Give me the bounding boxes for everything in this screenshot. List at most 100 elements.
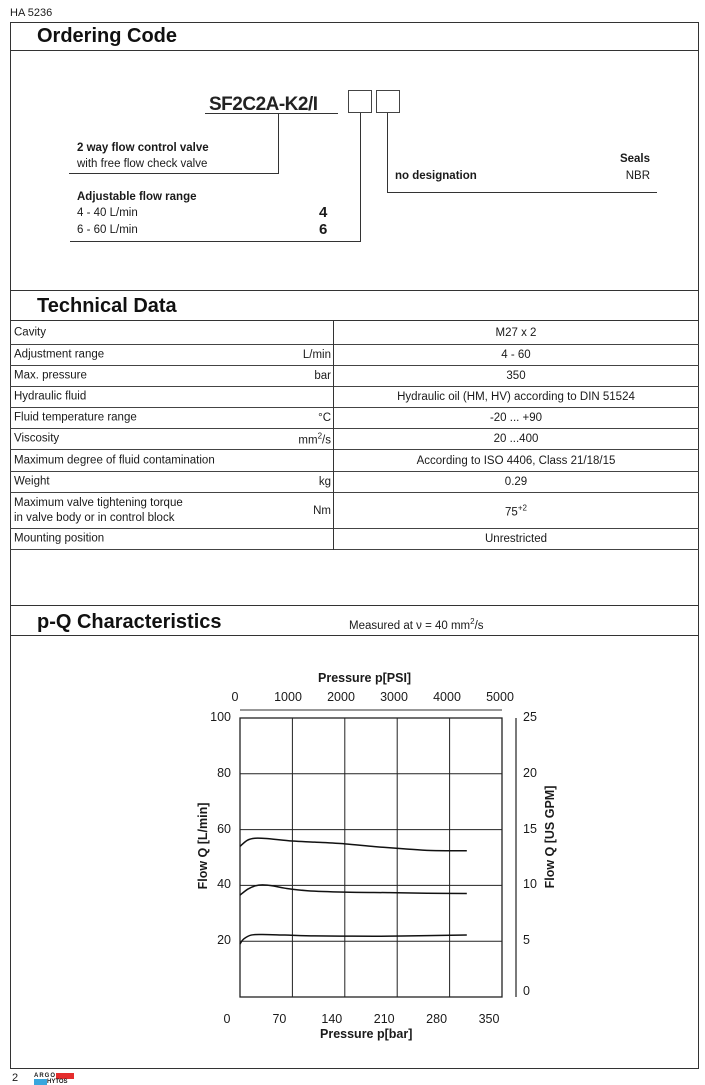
row-label-text: Maximum degree of fluid contamination — [14, 454, 215, 466]
flow-option-code: 4 — [319, 204, 328, 221]
row-label-text: Maximum valve tightening torque — [14, 496, 183, 509]
table-row: Mounting position Unrestricted — [10, 529, 699, 550]
y-tick-label: 40 — [217, 877, 231, 892]
unit-text: L/min — [302, 349, 331, 361]
row-label: Max. pressure — [14, 369, 87, 384]
type-desc-bold: 2 way flow control valve — [77, 142, 209, 154]
series-line-2 — [239, 884, 467, 896]
value-text: 75 — [505, 506, 518, 518]
pq-note-text: Measured at ν = 40 mm — [349, 620, 471, 632]
seals-option-label: no designation — [395, 170, 477, 182]
x-tick-label: 280 — [426, 1012, 448, 1026]
y2-tick-label: 15 — [523, 821, 537, 836]
row-value: Unrestricted — [333, 533, 699, 545]
x-axis-title: Pressure p[bar] — [320, 1027, 413, 1041]
row-unit: Nm — [313, 505, 331, 517]
row-label: Maximum valve tightening torque in valve … — [14, 496, 183, 526]
row-label: Maximum degree of fluid contamination — [14, 453, 215, 468]
x2-tick-label: 4000 — [433, 690, 461, 704]
divider — [10, 290, 699, 291]
y2-tick-label: 10 — [523, 877, 537, 892]
ordering-code-title: Ordering Code — [37, 25, 178, 47]
value-sup: +2 — [517, 503, 527, 512]
row-label-text: Mounting position — [14, 532, 105, 545]
unit-text: mm — [298, 434, 318, 447]
row-label-text: Hydraulic fluid — [14, 390, 87, 403]
series-line-3 — [239, 933, 467, 945]
row-value: 75+2 — [333, 503, 699, 518]
unit-text: kg — [318, 476, 331, 488]
unit-sup: 2 — [317, 431, 323, 441]
row-label-text: Max. pressure — [14, 369, 87, 382]
x2-tick-label: 1000 — [274, 690, 302, 704]
order-code: SF2C2A-K2/I — [209, 94, 318, 115]
row-label: Viscosity — [14, 432, 59, 447]
row-value: M27 x 2 — [333, 327, 699, 339]
x2-tick-label: 2000 — [327, 690, 355, 704]
leader-line — [387, 113, 388, 192]
table-row: Viscosity mm2/s 20 ...400 — [10, 429, 699, 450]
page-number: 2 — [12, 1072, 19, 1084]
value-text: 20 ...400 — [493, 433, 539, 445]
row-value: 0.29 — [333, 476, 699, 488]
pq-note-sup: 2 — [470, 617, 475, 626]
y-tick-label: 100 — [210, 710, 231, 724]
row-value: -20 ... +90 — [333, 412, 699, 424]
y2-tick-label: 0 — [523, 984, 530, 998]
row-label-text: Viscosity — [14, 432, 60, 445]
leader-line — [360, 113, 361, 241]
row-value: Hydraulic oil (HM, HV) according to DIN … — [333, 391, 699, 403]
row-unit: mm2/s — [298, 432, 331, 447]
x2-tick-label: 0 — [231, 690, 239, 704]
leader-line — [69, 173, 279, 174]
table-row: Cavity M27 x 2 — [10, 321, 699, 345]
flow-option-label: 6 - 60 L/min — [77, 224, 138, 236]
leader-line — [278, 113, 279, 173]
plot-frame — [239, 717, 503, 998]
row-unit: kg — [319, 476, 331, 488]
x-tick-label: 0 — [223, 1012, 231, 1026]
divider — [10, 320, 699, 321]
row-value: 20 ...400 — [333, 433, 699, 445]
unit-text: °C — [318, 412, 331, 424]
y2-tick-label: 20 — [523, 765, 537, 780]
seals-title: Seals — [619, 153, 650, 165]
row-unit: °C — [318, 412, 331, 424]
pq-title: p-Q Characteristics — [37, 611, 222, 633]
row-label: Adjustment range — [14, 348, 104, 363]
code-box-seals — [376, 90, 400, 113]
code-underline — [205, 113, 338, 114]
flow-range-title: Adjustable flow range — [77, 191, 197, 203]
table-row: Adjustment range L/min 4 - 60 — [10, 345, 699, 366]
column-divider — [333, 321, 334, 550]
type-desc: with free flow check valve — [77, 158, 208, 170]
flow-option-label: 4 - 40 L/min — [77, 207, 138, 219]
y-tick-label: 60 — [217, 821, 231, 836]
row-value: According to ISO 4406, Class 21/18/15 — [333, 455, 699, 467]
row-unit: bar — [314, 370, 331, 382]
table-row: Hydraulic fluid Hydraulic oil (HM, HV) ac… — [10, 387, 699, 408]
unit-text: Nm — [313, 504, 331, 517]
row-label: Mounting position — [14, 532, 104, 547]
value-text: Hydraulic oil (HM, HV) according to DIN … — [397, 391, 635, 403]
x2-axis-title: Pressure p[PSI] — [318, 671, 412, 685]
flow-option-code: 6 — [319, 221, 328, 238]
doc-number: HA 5236 — [10, 7, 53, 19]
unit-tail: /s — [322, 434, 331, 447]
leader-line — [387, 192, 657, 193]
value-text: -20 ... +90 — [489, 412, 543, 424]
row-label: Cavity — [14, 325, 46, 340]
row-label-text-2: in valve body or in control block — [14, 511, 175, 524]
y2-tick-label: 5 — [523, 933, 530, 948]
value-text: 0.29 — [504, 476, 528, 488]
argo-hytos-logo: ARGO HYTOS — [34, 1073, 74, 1085]
x2-tick-label: 5000 — [486, 690, 514, 704]
technical-data-title: Technical Data — [37, 295, 177, 317]
table-row: Max. pressure bar 350 — [10, 366, 699, 387]
divider — [10, 50, 699, 51]
row-label: Hydraulic fluid — [14, 390, 86, 405]
unit-text: bar — [314, 370, 331, 382]
row-label-text: Weight — [14, 475, 50, 488]
value-text: Unrestricted — [485, 533, 547, 545]
